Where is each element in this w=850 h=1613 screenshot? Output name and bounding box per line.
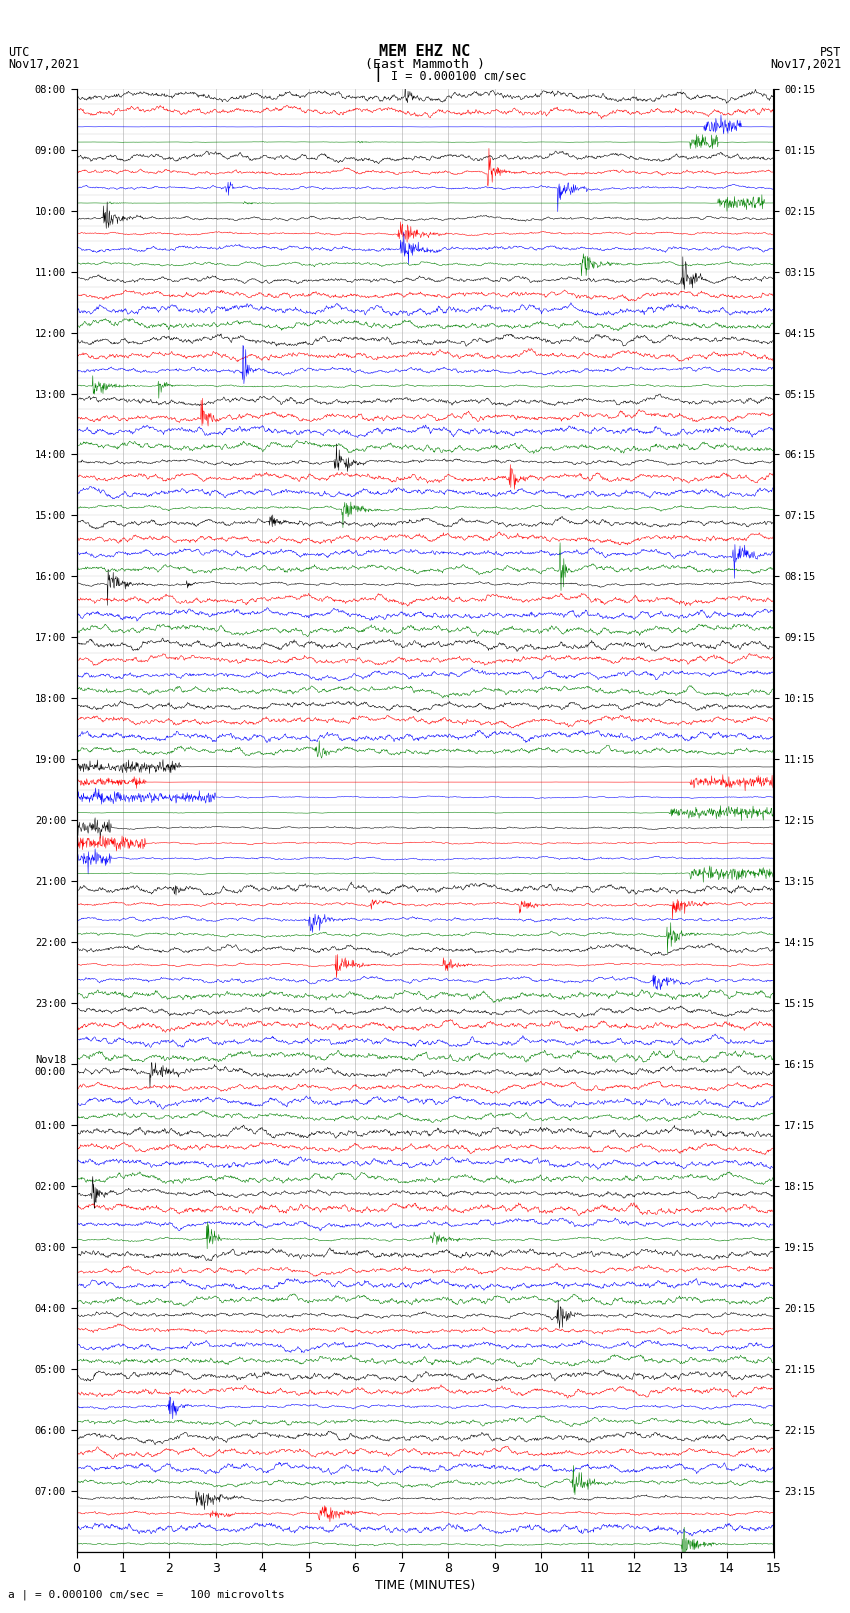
Text: MEM EHZ NC: MEM EHZ NC <box>379 44 471 58</box>
Text: I = 0.000100 cm/sec: I = 0.000100 cm/sec <box>391 69 526 82</box>
Text: UTC: UTC <box>8 45 30 58</box>
Text: PST: PST <box>820 45 842 58</box>
Text: |: | <box>373 65 383 82</box>
Text: a | = 0.000100 cm/sec =    100 microvolts: a | = 0.000100 cm/sec = 100 microvolts <box>8 1589 286 1600</box>
Text: Nov17,2021: Nov17,2021 <box>770 58 842 71</box>
Text: Nov17,2021: Nov17,2021 <box>8 58 80 71</box>
X-axis label: TIME (MINUTES): TIME (MINUTES) <box>375 1579 475 1592</box>
Text: (East Mammoth ): (East Mammoth ) <box>365 58 485 71</box>
